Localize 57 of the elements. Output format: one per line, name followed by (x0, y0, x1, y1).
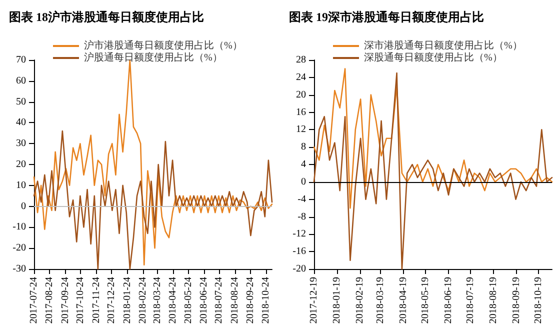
y-tick-label: 20 (16, 159, 26, 170)
y-tick-label: 30 (16, 138, 26, 150)
y-tick-label: 20 (296, 89, 306, 100)
legend-label: 深市港股通每日额度使用占比（%） (364, 40, 522, 52)
y-tick-label: 40 (16, 117, 26, 128)
y-tick-label: 10 (16, 180, 26, 191)
x-tick-label: 2018-02-19 (354, 277, 365, 324)
x-tick-label: 2018-01-24 (122, 277, 133, 324)
y-tick-label: 60 (16, 75, 26, 86)
x-tick-label: 2018-08-24 (229, 277, 240, 324)
y-tick-label: 0 (300, 176, 306, 188)
x-tick-label: 2018-03-24 (152, 277, 163, 324)
x-tick-label: 2018-07-19 (464, 277, 476, 324)
x-tick-label: 2017-09-24 (60, 277, 71, 324)
y-tick-label: 70 (16, 54, 26, 66)
chart-title: 图表 18沪市港股通每日额度使用占比 (9, 10, 204, 24)
x-tick-label: 2018-10-19 (532, 277, 544, 324)
y-tick-label: -12 (292, 228, 306, 240)
y-tick-label: 50 (16, 96, 26, 108)
x-tick-label: 2018-06-19 (442, 277, 454, 324)
y-tick-label: -8 (297, 211, 306, 222)
x-tick-label: 2018-04-19 (397, 277, 408, 324)
legend-label: 沪市港股通每日额度使用占比（%） (84, 40, 242, 52)
x-tick-label: 2018-05-24 (182, 277, 194, 324)
x-tick-label: 2017-11-24 (90, 277, 102, 324)
x-tick-label: 2017-07-24 (28, 277, 40, 324)
x-tick-label: 2018-09-24 (245, 277, 256, 324)
y-tick-label: 24 (296, 72, 306, 83)
legend-label: 深股通每日额度使用占比（%） (364, 52, 502, 64)
y-tick-label: -20 (12, 242, 26, 254)
x-tick-label: 2018-09-19 (510, 277, 522, 324)
x-tick-label: 2018-06-24 (198, 277, 210, 324)
chart-title: 图表 19深市港股通每日额度使用占比 (288, 10, 484, 24)
x-tick-label: 2017-12-19 (308, 277, 319, 324)
y-tick-label: 16 (296, 106, 306, 118)
y-tick-label: -4 (297, 194, 306, 205)
y-tick-label: 4 (300, 159, 306, 170)
x-tick-label: 2018-05-19 (420, 277, 431, 324)
y-tick-label: -30 (12, 264, 26, 274)
x-tick-label: 2018-03-19 (374, 277, 386, 324)
x-tick-label: 2017-10-24 (75, 277, 86, 324)
y-tick-label: -20 (292, 264, 306, 274)
x-tick-label: 2018-08-19 (488, 277, 499, 324)
x-tick-label: 2018-02-24 (138, 277, 149, 324)
x-tick-label: 2018-01-19 (330, 277, 342, 324)
y-tick-label: -16 (292, 246, 306, 258)
x-tick-label: 2017-08-24 (44, 277, 56, 324)
y-tick-label: 0 (21, 200, 26, 212)
y-tick-label: 12 (296, 124, 306, 136)
legend-label: 沪股通每日额度使用占比（%） (84, 52, 222, 64)
x-tick-label: 2018-04-24 (168, 277, 179, 324)
x-tick-label: 2018-07-24 (214, 277, 225, 324)
y-tick-label: 8 (300, 142, 306, 153)
x-tick-label: 2017-12-24 (106, 277, 118, 324)
y-tick-label: -10 (12, 222, 26, 233)
y-tick-label: 28 (296, 54, 306, 66)
x-tick-label: 2018-10-24 (260, 277, 272, 324)
